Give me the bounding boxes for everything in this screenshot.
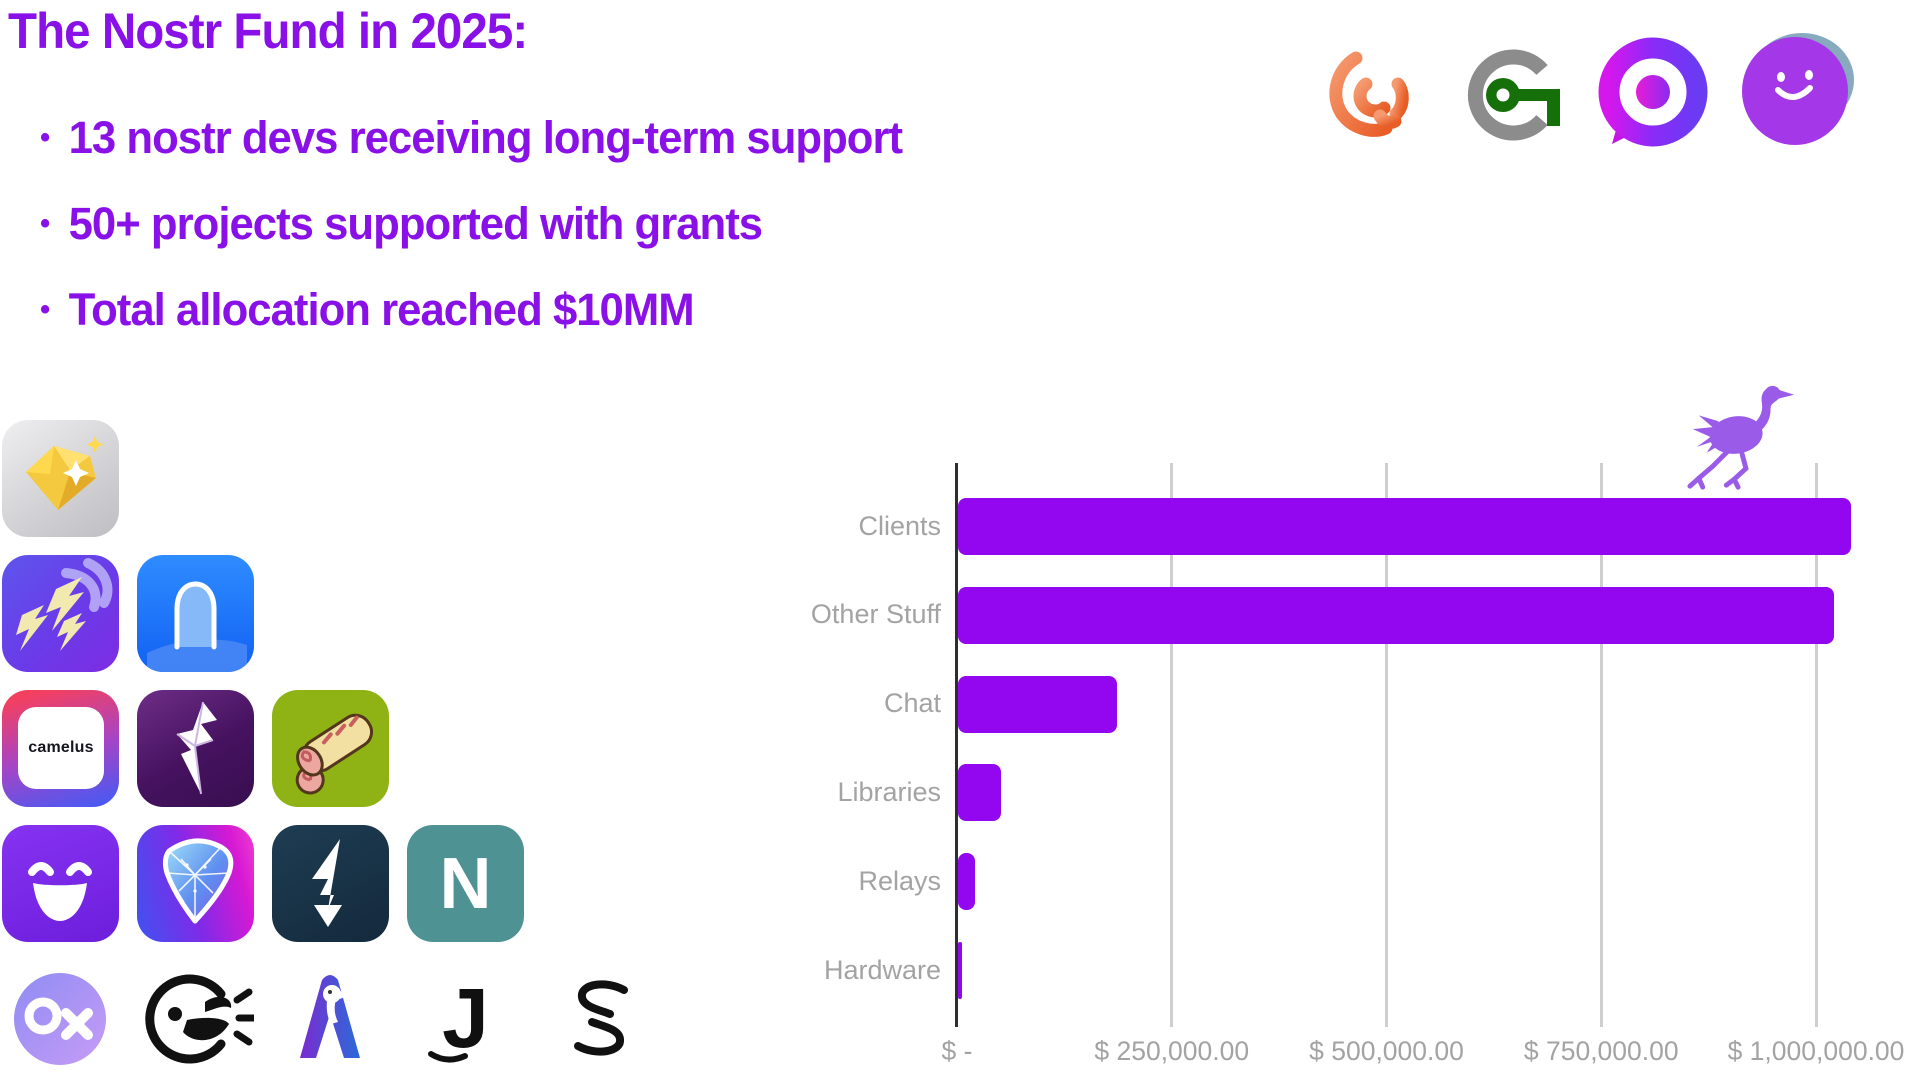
ostrich-a-app-icon xyxy=(272,960,389,1077)
bar xyxy=(958,498,1852,555)
bird-shout-app-icon xyxy=(137,960,254,1077)
x-tick-label: $ - xyxy=(941,1036,973,1066)
gridline xyxy=(1599,463,1603,1027)
bread-roll-app-icon xyxy=(272,690,389,807)
gridline xyxy=(1385,463,1388,1027)
bullet-text: 50+ projects supported with grants xyxy=(68,198,763,249)
bullet-item: • Total allocation reached $10MM xyxy=(40,284,695,336)
page-title: The Nostr Fund in 2025: xyxy=(8,3,528,59)
x-tick-label: $ 1,000,000.00 xyxy=(1727,1036,1905,1066)
bar xyxy=(958,586,1835,644)
bar xyxy=(958,942,963,1000)
zap-arrow-app-icon xyxy=(272,825,389,942)
bullet-marker: • xyxy=(40,293,50,326)
x-tick-label: $ 250,000.00 xyxy=(1094,1036,1250,1066)
bar xyxy=(958,675,1117,733)
letter-j-label: J xyxy=(442,971,489,1065)
camelus-app-icon: camelus xyxy=(2,690,119,807)
bar xyxy=(958,764,1001,822)
letter-n-app-icon: N xyxy=(407,825,524,942)
x-tick-label: $ 500,000.00 xyxy=(1309,1036,1464,1066)
gridline xyxy=(1814,463,1818,1027)
gridline xyxy=(1170,463,1174,1027)
purple-smiley-blob-icon xyxy=(1736,30,1858,148)
gem-app-icon xyxy=(2,420,119,537)
poly-gem-app-icon xyxy=(137,825,254,942)
category-label: Libraries xyxy=(837,776,941,807)
smiley-face-app-icon xyxy=(2,825,119,942)
category-label: Hardware xyxy=(823,954,941,985)
bullet-marker: • xyxy=(40,121,50,154)
letter-n-label: N xyxy=(439,843,492,924)
bullet-item: • 50+ projects supported with grants xyxy=(40,198,763,250)
camelus-label: camelus xyxy=(28,739,94,756)
category-label: Other Stuff xyxy=(810,599,941,630)
letter-j-app-icon: J xyxy=(407,960,524,1077)
styled-s-app-icon xyxy=(542,960,659,1077)
bullet-text: 13 nostr devs receiving long-term suppor… xyxy=(68,112,903,163)
comet-zap-app-icon xyxy=(2,555,119,672)
bullet-marker: • xyxy=(40,207,50,240)
purple-chat-ring-icon xyxy=(1594,34,1712,154)
orange-swirl-icon xyxy=(1322,44,1420,142)
gray-green-key-icon xyxy=(1456,44,1566,144)
bullet-item: • 13 nostr devs receiving long-term supp… xyxy=(40,112,903,164)
category-label: Clients xyxy=(858,510,941,541)
category-label: Relays xyxy=(858,865,941,896)
oxchat-app-icon xyxy=(2,960,119,1077)
x-tick-label: $ 750,000.00 xyxy=(1523,1036,1679,1066)
y-axis-line xyxy=(954,463,958,1027)
category-label: Chat xyxy=(883,688,941,719)
bullet-text: Total allocation reached $10MM xyxy=(68,284,695,335)
crystal-shard-app-icon xyxy=(137,690,254,807)
camelus-card: camelus xyxy=(18,707,104,789)
nostr-ostrich-icon xyxy=(1685,378,1803,496)
bar xyxy=(958,853,976,911)
arch-door-app-icon xyxy=(137,555,254,672)
